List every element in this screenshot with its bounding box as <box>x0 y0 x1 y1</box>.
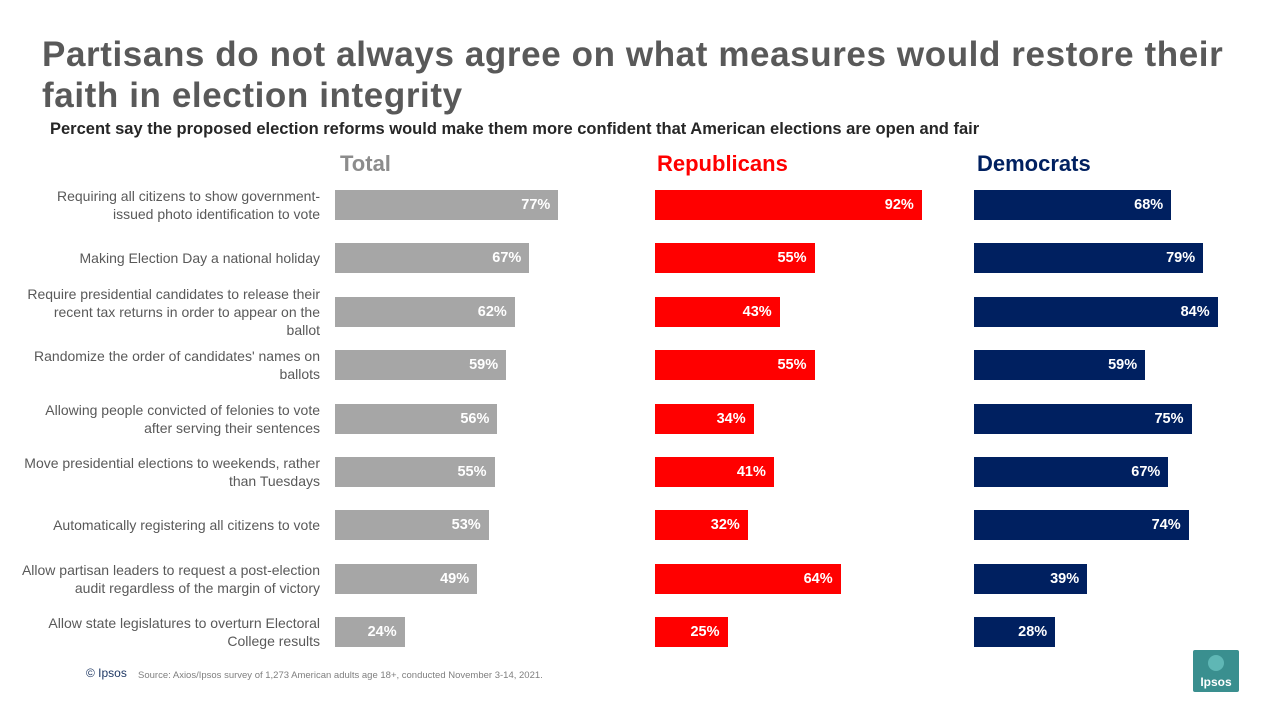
bar-value-label-democrats: 74% <box>1151 517 1181 534</box>
bar-democrats <box>974 563 1088 594</box>
bar-value-label-republicans: 92% <box>884 197 914 213</box>
bar-total <box>335 243 530 274</box>
bar-democrats <box>974 457 1169 487</box>
row-label: Require presidential candidates to relea… <box>27 285 320 338</box>
row-label: Allowing people convicted of felonies to… <box>45 401 320 436</box>
bar-value-label-republicans: 64% <box>803 570 833 587</box>
bar-total <box>335 617 405 648</box>
bar-value-label-democrats: 79% <box>1166 250 1196 267</box>
bar-value-label-republicans: 43% <box>742 303 772 320</box>
bar-republicans <box>655 403 754 434</box>
bar-total <box>335 190 559 220</box>
row-label: Allow partisan leaders to request a post… <box>21 561 320 596</box>
bar-republicans <box>655 190 922 220</box>
bar-value-label-democrats: 68% <box>1134 197 1164 213</box>
bar-republicans <box>655 296 780 327</box>
bar-republicans <box>655 563 841 594</box>
bar-value-label-democrats: 75% <box>1154 410 1184 427</box>
bar-value-label-republicans: 25% <box>690 624 720 641</box>
bar-democrats <box>974 190 1172 220</box>
bar-value-label-democrats: 67% <box>1131 464 1161 480</box>
logo-bubble-icon <box>1208 655 1224 671</box>
ipsos-logo: Ipsos <box>1193 650 1239 692</box>
bar-value-label-republicans: 55% <box>777 250 807 267</box>
panel-header-democrats: Democrats <box>977 151 1091 176</box>
bar-value-label-republicans: 32% <box>710 517 740 534</box>
bar-value-label-democrats: 28% <box>1018 624 1048 641</box>
bar-democrats <box>974 403 1192 434</box>
row-label: Randomize the order of candidates' names… <box>34 348 320 383</box>
bar-total <box>335 563 478 594</box>
bar-total <box>335 350 507 381</box>
bar-value-label-democrats: 84% <box>1180 303 1210 320</box>
bar-value-label-total: 24% <box>367 624 397 641</box>
bar-value-label-total: 77% <box>521 197 551 213</box>
row-label: Allow state legislatures to overturn Ele… <box>48 615 320 650</box>
bar-total <box>335 510 489 541</box>
panel-header-republicans: Republicans <box>657 151 788 176</box>
panel-header-total: Total <box>340 151 391 176</box>
bar-democrats <box>974 296 1218 327</box>
bar-republicans <box>655 350 815 381</box>
chart-subtitle: Percent say the proposed election reform… <box>50 120 980 138</box>
bar-value-label-total: 53% <box>451 517 481 534</box>
logo-text: Ipsos <box>1200 675 1232 689</box>
source-note: Source: Axios/Ipsos survey of 1,273 Amer… <box>138 670 543 681</box>
bar-democrats <box>974 510 1189 541</box>
bar-democrats <box>974 617 1056 648</box>
row-label: Making Election Day a national holiday <box>79 250 320 267</box>
bar-value-label-total: 67% <box>492 250 522 267</box>
bar-total <box>335 457 495 487</box>
row-label: Automatically registering all citizens t… <box>53 517 320 534</box>
bar-value-label-democrats: 39% <box>1050 570 1080 587</box>
bar-democrats <box>974 350 1146 381</box>
row-label: Move presidential elections to weekends,… <box>24 455 320 489</box>
bar-total <box>335 296 515 327</box>
bar-republicans <box>655 457 774 487</box>
page-title: Partisans do not always agree on what me… <box>42 35 1224 115</box>
bar-republicans <box>655 510 748 541</box>
bar-value-label-republicans: 34% <box>716 410 746 427</box>
bar-value-label-total: 55% <box>457 464 487 480</box>
bar-value-label-total: 49% <box>440 570 470 587</box>
bar-value-label-republicans: 55% <box>777 357 807 374</box>
bar-republicans <box>655 617 728 648</box>
bar-value-label-total: 59% <box>469 357 499 374</box>
bar-democrats <box>974 243 1204 274</box>
bar-total <box>335 403 498 434</box>
bar-republicans <box>655 243 815 274</box>
bar-value-label-total: 62% <box>477 303 507 320</box>
bar-value-label-republicans: 41% <box>736 464 766 480</box>
row-label: Requiring all citizens to show governmen… <box>56 188 320 222</box>
copyright: © Ipsos <box>86 666 127 680</box>
bar-value-label-total: 56% <box>460 410 490 427</box>
bar-value-label-democrats: 59% <box>1108 357 1138 374</box>
